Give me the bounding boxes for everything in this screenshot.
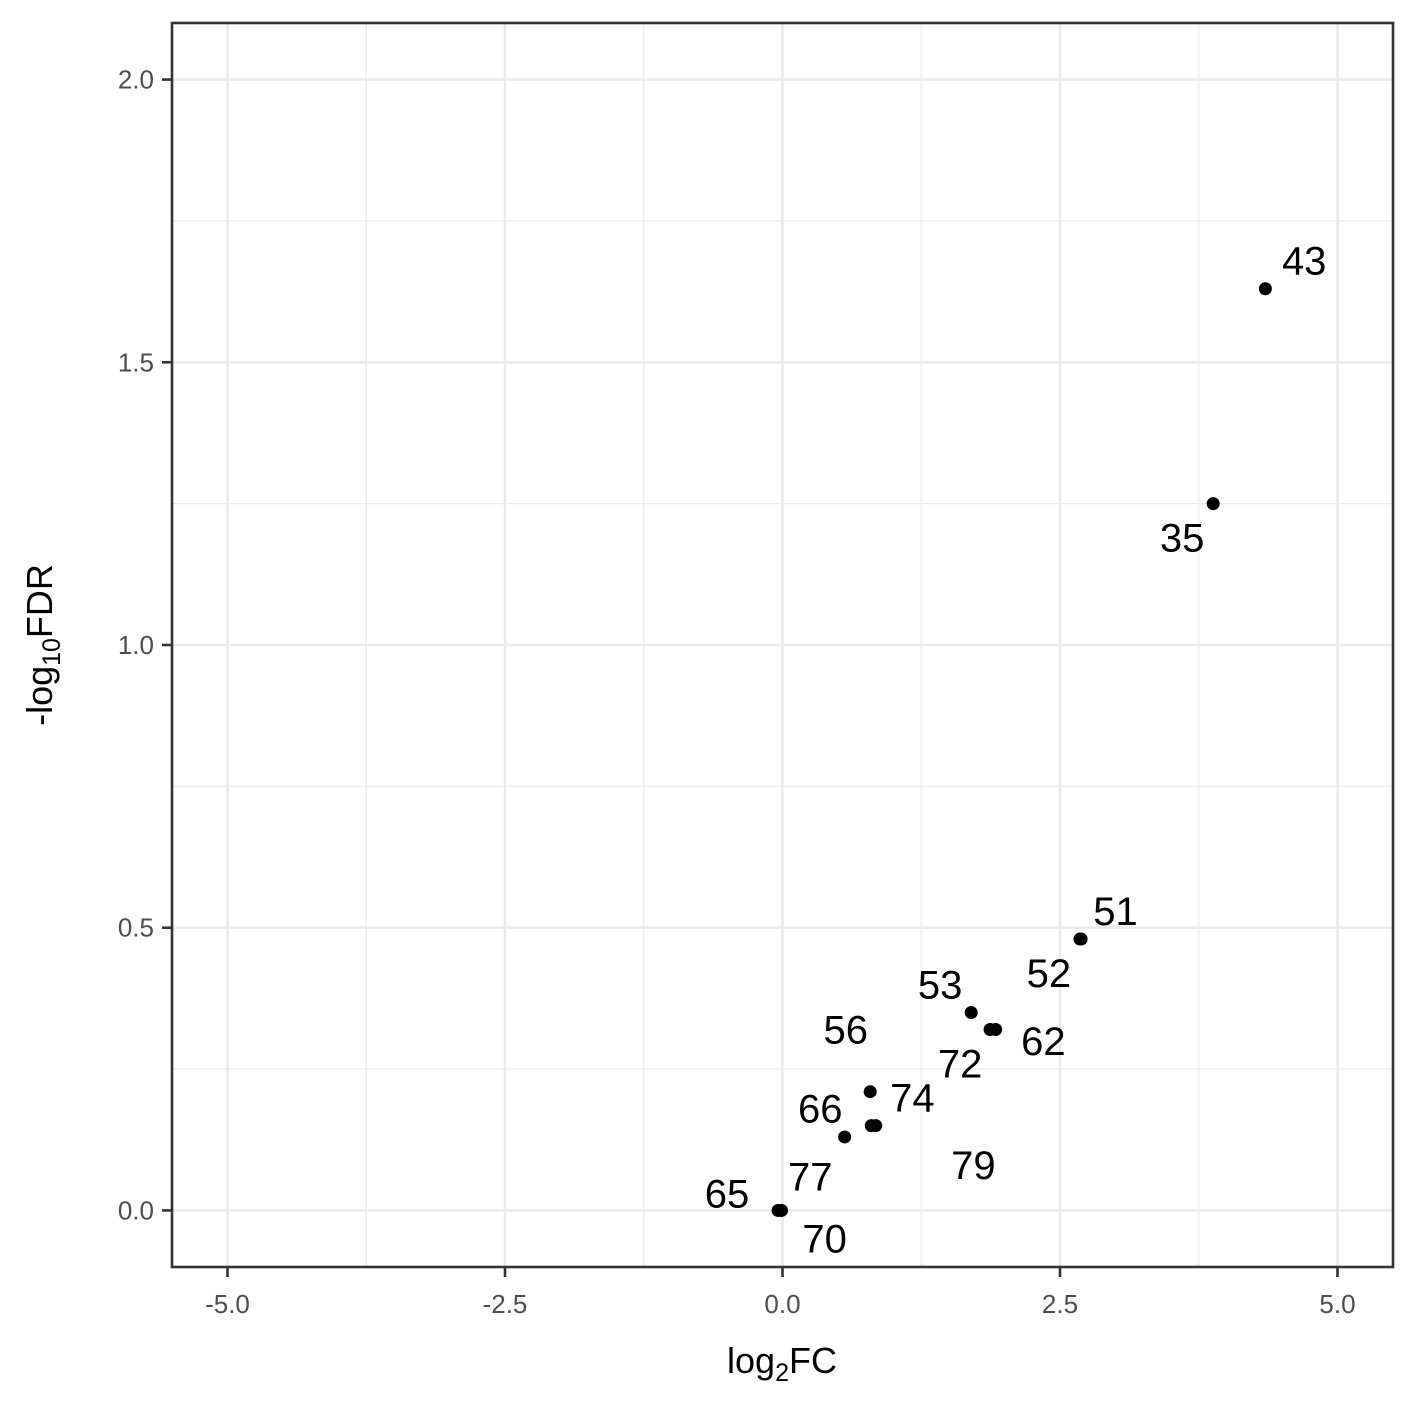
data-point-label: 72	[938, 1042, 983, 1086]
data-point-label: 77	[788, 1156, 833, 1200]
data-point	[1073, 932, 1087, 946]
data-point	[863, 1085, 877, 1099]
x-tick-label: -5.0	[205, 1289, 250, 1319]
x-axis-title-tail: FC	[789, 1340, 837, 1381]
data-point-label: 56	[824, 1009, 869, 1053]
data-point	[1206, 497, 1220, 511]
x-tick-label: -2.5	[483, 1289, 528, 1319]
y-tick-label: 0.0	[118, 1195, 154, 1225]
data-point-label: 35	[1160, 517, 1205, 561]
x-tick-label: 0.0	[764, 1289, 800, 1319]
x-tick-label: 5.0	[1319, 1289, 1355, 1319]
data-point-label: 51	[1093, 890, 1138, 934]
y-axis-ticks: 0.0 0.5 1.0 1.5 2.0	[118, 65, 172, 1225]
y-tick-label: 1.0	[118, 630, 154, 660]
x-tick-label: 2.5	[1042, 1289, 1078, 1319]
x-axis-title-subscript: 2	[775, 1359, 789, 1387]
data-point	[983, 1023, 997, 1037]
x-axis-title: log2FC	[727, 1340, 837, 1387]
data-points	[771, 282, 1272, 1217]
y-axis-title-base: -log	[19, 666, 60, 726]
x-axis-title-base: log	[727, 1340, 775, 1381]
y-tick-label: 2.0	[118, 65, 154, 95]
y-axis-title-subscript: 10	[38, 638, 66, 666]
data-point-label: 52	[1027, 952, 1072, 996]
y-tick-label: 0.5	[118, 913, 154, 943]
x-axis-ticks: -5.0 -2.5 0.0 2.5 5.0	[205, 1267, 1356, 1319]
data-point	[864, 1119, 878, 1133]
data-point-label: 62	[1021, 1020, 1066, 1064]
y-axis-title: -log10FDR	[19, 564, 66, 726]
data-point	[838, 1130, 852, 1144]
data-point-label: 70	[802, 1218, 847, 1262]
data-point	[964, 1006, 978, 1020]
data-point	[1258, 282, 1272, 296]
data-point-label: 65	[705, 1172, 750, 1216]
y-axis-title-tail: FDR	[19, 564, 60, 638]
data-point-label: 43	[1282, 239, 1327, 283]
data-point	[774, 1203, 788, 1217]
y-tick-label: 1.5	[118, 347, 154, 377]
data-labels: 43 35 51 52 53 62 72 56 74 66 79 77 65 70	[705, 239, 1327, 1261]
data-point-label: 79	[951, 1144, 996, 1188]
data-point-label: 53	[918, 963, 963, 1007]
data-point-label: 66	[798, 1088, 843, 1132]
data-point-label: 74	[890, 1076, 935, 1120]
